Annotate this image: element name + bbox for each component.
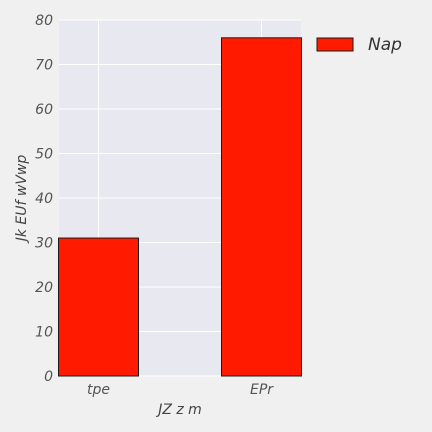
y-tick-label-4: 40: [35, 191, 53, 207]
y-tick-label-8: 80: [35, 13, 53, 29]
y-axis-label: Jk EUf wVwp: [14, 155, 30, 245]
x-tick-label-1: EPr: [250, 382, 274, 398]
y-tick-label-0: 0: [44, 369, 53, 385]
x-tick-label-0: tpe: [87, 382, 110, 398]
y-tick-label-6: 60: [35, 102, 53, 118]
y-tick-label-5: 50: [35, 147, 53, 163]
legend: Nap: [317, 35, 402, 55]
y-tick-label-2: 20: [35, 280, 53, 296]
legend-swatch-0: [317, 38, 353, 51]
x-axis-label: JZ z m: [155, 402, 202, 418]
y-tick-label-1: 10: [35, 325, 53, 341]
y-axis-ticks: 0 10 20 30 40 50 60 70 80: [35, 13, 53, 385]
y-tick-label-7: 70: [35, 58, 53, 74]
y-tick-label-3: 30: [35, 236, 53, 252]
bar-tpe: [59, 238, 139, 376]
x-axis-ticks: tpe EPr: [87, 382, 274, 398]
legend-label-0: Nap: [368, 35, 402, 55]
bar-EPr: [222, 38, 302, 376]
